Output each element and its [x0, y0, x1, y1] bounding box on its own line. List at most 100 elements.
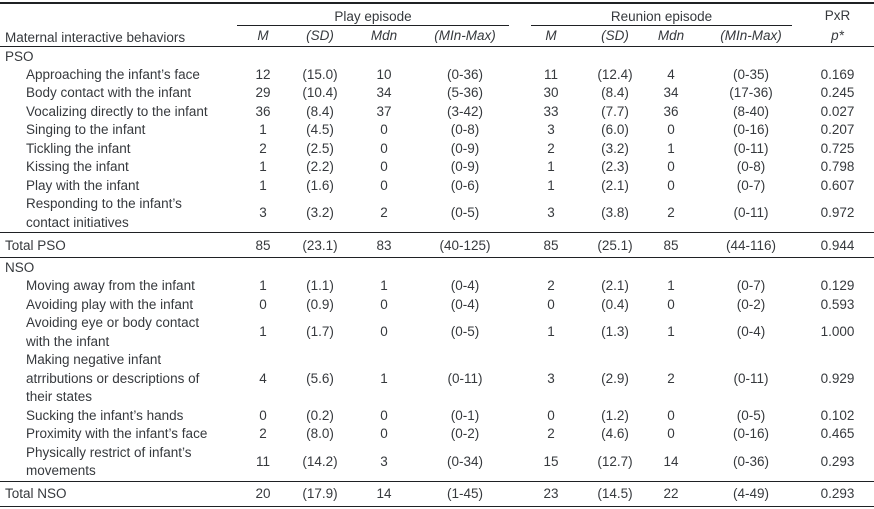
play-minmax-value: (3-42) — [446, 103, 483, 119]
play-median-value: 14 — [351, 480, 417, 507]
behavior-row: Avoiding eye or body contact with the in… — [0, 314, 874, 351]
play-sd-header: (SD) — [289, 25, 351, 47]
play-sd-value: (1.7) — [306, 324, 334, 340]
play-sd-value: (3.2) — [306, 205, 334, 221]
reunion-mean-value: 0 — [547, 296, 555, 312]
p-value: 0.169 — [820, 66, 855, 82]
section-label: NSO — [5, 260, 35, 275]
reunion-mean-value: 3 — [547, 205, 555, 221]
behavior-label: Avoiding eye or body contact with the in… — [26, 315, 200, 349]
reunion-minmax-value: (0-16) — [733, 426, 770, 441]
table-body: PSO Approaching the infant’s face 12 (15.0)… — [0, 46, 874, 507]
play-sd-value: (2.5) — [306, 140, 334, 156]
p-value: 0.944 — [801, 232, 874, 258]
reunion-median-value: 1 — [667, 278, 675, 293]
play-mean-header: M — [237, 25, 289, 47]
play-median-value: 3 — [380, 453, 388, 469]
reunion-minmax-value: (44-116) — [701, 232, 802, 258]
reunion-median-value: 0 — [667, 426, 675, 441]
play-median-value: 0 — [380, 324, 388, 340]
reunion-minmax-value: (0-35) — [733, 66, 770, 82]
play-sd-value: (10.4) — [302, 85, 338, 100]
play-minmax-value: (0-5) — [450, 205, 480, 221]
reunion-median-value: 22 — [641, 480, 701, 507]
play-median-header: Mdn — [351, 25, 417, 47]
play-median-value: 2 — [380, 205, 388, 221]
behavior-row: Responding to the infant’s contact initi… — [0, 195, 874, 233]
reunion-median-value: 2 — [667, 205, 675, 221]
p-value-header: p* — [801, 25, 874, 47]
reunion-median-header: Mdn — [641, 25, 701, 47]
play-median-value: 0 — [380, 407, 388, 423]
reunion-mean-value: 23 — [513, 480, 589, 507]
p-value: 0.725 — [820, 140, 855, 156]
play-minmax-value: (0-4) — [450, 278, 480, 293]
behavior-row: Making negative infant atrributions or d… — [0, 351, 874, 407]
play-mean-value: 11 — [255, 453, 270, 469]
play-mean-value: 2 — [259, 426, 267, 441]
reunion-sd-value: (1.3) — [601, 324, 629, 340]
play-median-value: 0 — [380, 426, 388, 441]
play-minmax-value: (0-36) — [446, 66, 483, 82]
behavior-row: Moving away from the infant 1 (1.1) 1 (0-4) 2… — [0, 277, 874, 296]
play-sd-value: (0.2) — [306, 407, 334, 423]
reunion-median-value: 2 — [667, 370, 675, 386]
play-median-value: 1 — [380, 278, 388, 293]
reunion-mean-value: 2 — [547, 140, 555, 156]
reunion-median-value: 4 — [667, 66, 675, 82]
reunion-mean-value: 0 — [547, 407, 555, 423]
play-sd-value: (1.6) — [306, 177, 334, 193]
section-label: PSO — [5, 48, 34, 64]
play-median-value: 0 — [380, 122, 388, 137]
reunion-sd-value: (12.7) — [597, 453, 633, 469]
play-mean-value: 0 — [259, 296, 267, 312]
play-mean-value: 1 — [259, 324, 267, 340]
play-minmax-value: (5-36) — [446, 85, 483, 100]
behavior-label: Play with the infant — [26, 177, 140, 193]
p-value: 0.293 — [820, 453, 855, 469]
play-sd-value: (15.0) — [302, 66, 338, 82]
behavior-row: Approaching the infant’s face 12 (15.0) 10 (… — [0, 66, 874, 85]
behavior-row: Play with the infant 1 (1.6) 0 (0-6) 1 (2.1) 0 (… — [0, 177, 874, 196]
play-mean-value: 3 — [259, 205, 267, 221]
play-median-value: 0 — [380, 177, 388, 193]
p-value: 0.972 — [820, 205, 855, 221]
section-row: PSO — [0, 46, 874, 66]
behavior-label: Singing to the infant — [26, 122, 146, 137]
play-sd-value: (2.2) — [306, 159, 334, 174]
reunion-sd-value: (7.7) — [601, 103, 629, 119]
play-episode-group-cell: Play episode — [237, 3, 513, 26]
reunion-sd-value: (25.1) — [589, 232, 641, 258]
reunion-episode-group-cell: Reunion episode — [513, 3, 801, 26]
play-median-value: 0 — [380, 159, 388, 174]
p-value: 0.129 — [820, 278, 855, 293]
behavior-row: Body contact with the infant 29 (10.4) 34 (5… — [0, 84, 874, 103]
behavior-row: Singing to the infant 1 (4.5) 0 (0-8) 3 (6.0) 0… — [0, 121, 874, 140]
p-value: 0.465 — [820, 426, 855, 441]
behavior-label: Responding to the infant’s contact initi… — [26, 196, 182, 230]
reunion-sd-value: (3.8) — [601, 205, 629, 221]
play-minmax-value: (0-9) — [450, 140, 480, 156]
reunion-minmax-value: (0-16) — [733, 122, 770, 137]
behavior-label: Approaching the infant’s face — [26, 66, 200, 82]
reunion-median-value: 1 — [667, 324, 675, 340]
p-value: 0.293 — [801, 480, 874, 507]
reunion-minmax-value: (0-11) — [733, 205, 769, 221]
behavior-label: Proximity with the infant’s face — [26, 426, 208, 441]
reunion-median-value: 1 — [667, 140, 675, 156]
play-minmax-value: (0-9) — [450, 159, 480, 174]
reunion-median-value: 85 — [641, 232, 701, 258]
reunion-minmax-value: (0-5) — [736, 407, 766, 423]
reunion-median-value: 14 — [663, 453, 679, 469]
reunion-mean-value: 1 — [547, 177, 555, 193]
reunion-median-value: 0 — [667, 177, 675, 193]
behaviors-column-header: Maternal interactive behaviors — [0, 3, 237, 47]
reunion-sd-value: (2.9) — [601, 370, 629, 386]
play-mean-value: 1 — [259, 177, 267, 193]
reunion-episode-group-header: Reunion episode — [531, 9, 793, 26]
reunion-median-value: 0 — [667, 122, 675, 137]
behavior-label: Moving away from the infant — [26, 278, 195, 293]
reunion-sd-value: (12.4) — [597, 66, 633, 82]
play-sd-value: (4.5) — [306, 122, 334, 137]
